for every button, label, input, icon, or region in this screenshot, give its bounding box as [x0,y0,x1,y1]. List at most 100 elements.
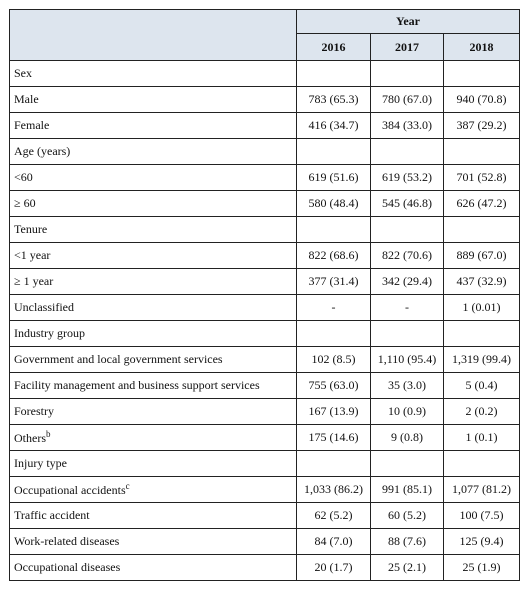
section-row: Age (years) [9,138,520,165]
data-row: <60 619 (51.6) 619 (53.2) 701 (52.8) [9,164,520,191]
row-label: Occupational diseases [9,554,297,581]
value-cell: 5 (0.4) [443,372,520,399]
value-cell: 822 (68.6) [296,242,371,269]
header-group: Year [296,9,520,34]
row-label: ≥ 1 year [9,268,297,295]
value-cell: 2 (0.2) [443,398,520,425]
value-cell: 175 (14.6) [296,424,371,451]
value-cell: 940 (70.8) [443,86,520,113]
empty-cell [296,320,371,347]
value-cell: 1 (0.1) [443,424,520,451]
value-cell: 20 (1.7) [296,554,371,581]
value-cell: 1,033 (86.2) [296,476,371,503]
empty-cell [443,216,520,243]
value-cell: 626 (47.2) [443,190,520,217]
section-row: Tenure [9,216,520,243]
value-cell: 619 (51.6) [296,164,371,191]
row-label: Traffic accident [9,502,297,529]
value-cell: 10 (0.9) [370,398,444,425]
value-cell: 384 (33.0) [370,112,444,139]
value-cell: 342 (29.4) [370,268,444,295]
data-row: ≥ 60 580 (48.4) 545 (46.8) 626 (47.2) [9,190,520,217]
value-cell: 437 (32.9) [443,268,520,295]
value-cell: 102 (8.5) [296,346,371,373]
data-row: Male 783 (65.3) 780 (67.0) 940 (70.8) [9,86,520,113]
empty-cell [443,138,520,165]
row-label: Work-related diseases [9,528,297,555]
value-cell: 780 (67.0) [370,86,444,113]
value-cell: 1 (0.01) [443,294,520,321]
value-cell: 1,110 (95.4) [370,346,444,373]
data-row: <1 year 822 (68.6) 822 (70.6) 889 (67.0) [9,242,520,269]
value-cell: 377 (31.4) [296,268,371,295]
row-label: Forestry [9,398,297,425]
empty-cell [370,216,444,243]
empty-cell [443,450,520,477]
row-label: Unclassified [9,294,297,321]
data-row: Facility management and business support… [9,372,520,399]
header-year: 2016 [296,33,371,61]
section-label: Industry group [9,320,297,347]
value-cell: 889 (67.0) [443,242,520,269]
header-year: 2018 [443,33,520,61]
row-label: ≥ 60 [9,190,297,217]
data-row: Othersb 175 (14.6) 9 (0.8) 1 (0.1) [9,424,520,451]
label-text: Others [14,431,46,445]
empty-cell [370,60,444,87]
label-text: Occupational accidents [14,483,126,497]
section-row: Sex [9,60,520,87]
value-cell: 62 (5.2) [296,502,371,529]
header-year: 2017 [370,33,444,61]
header-row: 2016 2017 2018 [10,33,520,61]
value-cell: 545 (46.8) [370,190,444,217]
empty-cell [443,320,520,347]
value-cell: 9 (0.8) [370,424,444,451]
row-label: Male [9,86,297,113]
section-label: Age (years) [9,138,297,165]
empty-cell [296,60,371,87]
table-body: Sex Male 783 (65.3) 780 (67.0) 940 (70.8) Fem… [9,60,520,581]
value-cell: 167 (13.9) [296,398,371,425]
empty-cell [296,450,371,477]
data-row: Government and local government services… [9,346,520,373]
empty-cell [370,320,444,347]
data-row: Forestry 167 (13.9) 10 (0.9) 2 (0.2) [9,398,520,425]
value-cell: 416 (34.7) [296,112,371,139]
data-table: Year 2016 2017 2018 Sex Male 783 (65.3) 780… [9,9,520,581]
row-label: <60 [9,164,297,191]
empty-cell [296,216,371,243]
value-cell: 387 (29.2) [443,112,520,139]
value-cell: 25 (2.1) [370,554,444,581]
row-label: Female [9,112,297,139]
data-row: Female 416 (34.7) 384 (33.0) 387 (29.2) [9,112,520,139]
value-cell: 783 (65.3) [296,86,371,113]
footnote-mark: c [125,481,130,491]
section-label: Sex [9,60,297,87]
section-label: Injury type [9,450,297,477]
data-row: Occupational accidentsc 1,033 (86.2) 991 (… [9,476,520,503]
empty-cell [370,138,444,165]
row-label: Facility management and business support… [9,372,297,399]
value-cell: 580 (48.4) [296,190,371,217]
value-cell: - [370,294,444,321]
value-cell: 125 (9.4) [443,528,520,555]
row-label: Government and local government services [9,346,297,373]
row-label: Othersb [9,424,297,451]
value-cell: 100 (7.5) [443,502,520,529]
header-corner [9,9,297,61]
value-cell: 84 (7.0) [296,528,371,555]
value-cell: 1,077 (81.2) [443,476,520,503]
empty-cell [443,60,520,87]
value-cell: 88 (7.6) [370,528,444,555]
table-header: Year 2016 2017 2018 [9,9,520,61]
section-row: Industry group [9,320,520,347]
empty-cell [296,138,371,165]
data-row: Occupational diseases 20 (1.7) 25 (2.1) 25 … [9,554,520,581]
row-label: Occupational accidentsc [9,476,297,503]
footnote-mark: b [46,429,51,439]
section-row: Injury type [9,450,520,477]
section-label: Tenure [9,216,297,243]
row-label: <1 year [9,242,297,269]
value-cell: 701 (52.8) [443,164,520,191]
